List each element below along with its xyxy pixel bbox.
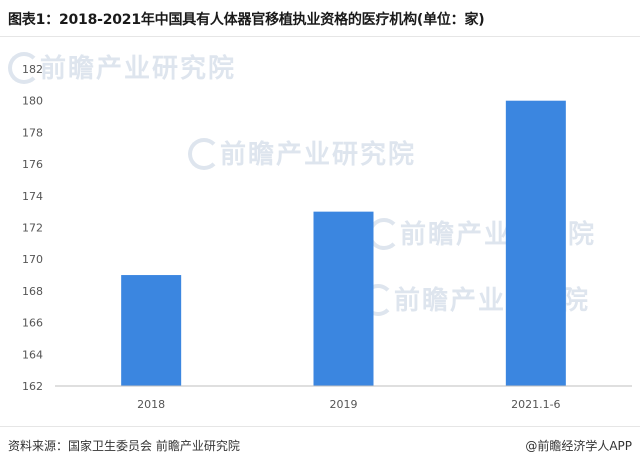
chart-title: 图表1：2018-2021年中国具有人体器官移植执业资格的医疗机构(单位：家): [8, 12, 485, 28]
y-tick-label: 172: [22, 222, 43, 235]
source-note: 资料来源：国家卫生委员会 前瞻产业研究院: [8, 439, 240, 453]
x-tick-label: 2019: [330, 398, 358, 411]
watermark-logo-icon: [8, 52, 40, 84]
y-tick-label: 164: [22, 348, 43, 361]
y-tick-label: 178: [22, 126, 43, 139]
y-tick-label: 174: [22, 190, 43, 203]
y-tick-label: 170: [22, 253, 43, 266]
watermark: 前瞻产业研究院: [220, 140, 417, 170]
bars: [121, 100, 566, 386]
bar-2019: [313, 211, 374, 386]
watermark-logo-icon: [188, 138, 220, 170]
title-bar: 图表1：2018-2021年中国具有人体器官移植执业资格的医疗机构(单位：家): [0, 0, 640, 37]
watermark: 前瞻产业研究院: [40, 54, 237, 84]
y-tick-label: 180: [22, 95, 43, 108]
y-axis: 162 164 166 168 170 172 174 176 178 180 182: [22, 63, 43, 393]
x-axis: 2018 2019 2021.1-6: [137, 398, 560, 411]
x-tick-label: 2018: [137, 398, 165, 411]
y-tick-label: 162: [22, 380, 43, 393]
footer: 资料来源：国家卫生委员会 前瞻产业研究院 @前瞻经济学人APP: [0, 426, 640, 464]
bar-2021.1-6: [505, 100, 566, 386]
brand-label: @前瞻经济学人APP: [525, 439, 632, 453]
y-tick-label: 176: [22, 158, 43, 171]
x-tick-label: 2021.1-6: [511, 398, 560, 411]
y-tick-label: 166: [22, 317, 43, 330]
y-tick-label: 168: [22, 285, 43, 298]
y-tick-label: 182: [22, 63, 43, 76]
bar-2018: [121, 275, 182, 386]
